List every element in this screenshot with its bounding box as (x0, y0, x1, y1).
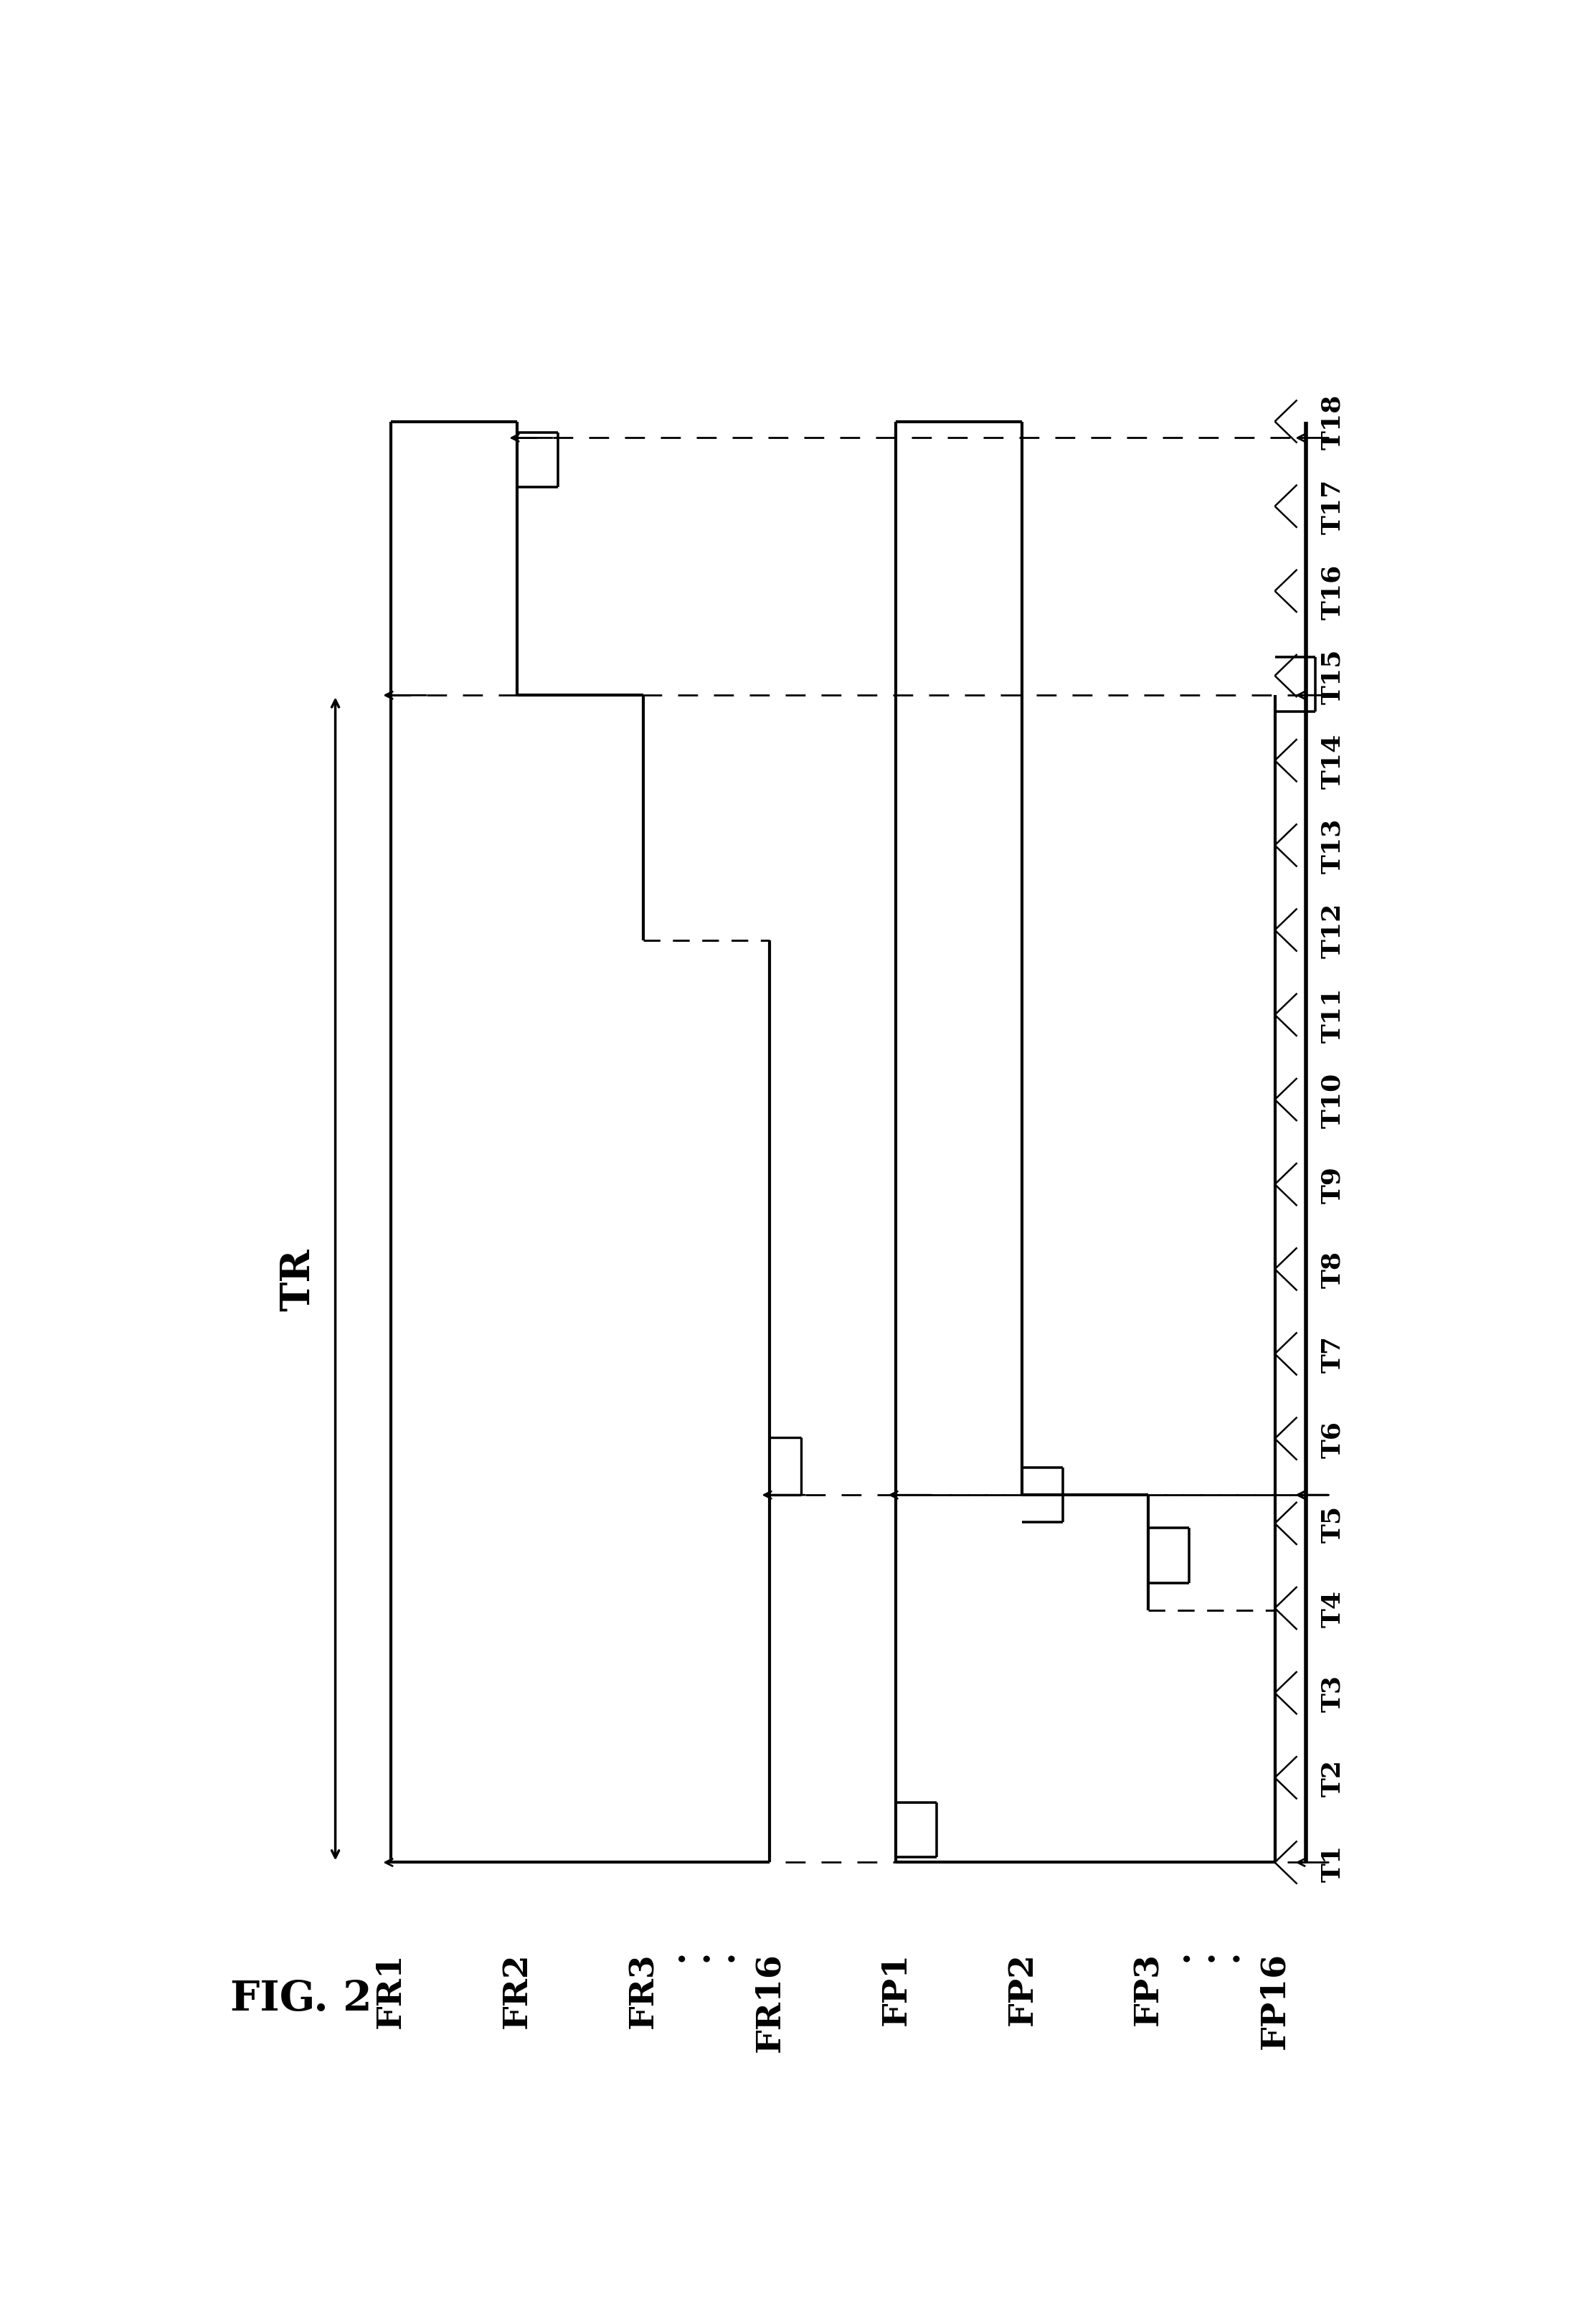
Text: TR: TR (279, 1248, 317, 1311)
Text: T18: T18 (1321, 395, 1345, 451)
Text: T12: T12 (1321, 902, 1345, 957)
Text: T3: T3 (1321, 1676, 1345, 1713)
Text: T14: T14 (1321, 734, 1345, 788)
Text: FP1: FP1 (879, 1952, 912, 2024)
Text: T6: T6 (1321, 1420, 1345, 1457)
Text: T17: T17 (1321, 479, 1345, 535)
Text: FIG. 2: FIG. 2 (230, 1978, 372, 2017)
Text: T10: T10 (1321, 1071, 1345, 1127)
Text: T8: T8 (1321, 1250, 1345, 1287)
Text: FP2: FP2 (1006, 1952, 1038, 2024)
Text: FR16: FR16 (753, 1952, 786, 2052)
Text: FP3: FP3 (1132, 1952, 1164, 2024)
Text: FR1: FR1 (375, 1952, 407, 2029)
Text: T1: T1 (1321, 1843, 1345, 1880)
Text: T2: T2 (1321, 1759, 1345, 1796)
Text: . . .: . . . (1180, 1934, 1243, 1968)
Text: T16: T16 (1321, 565, 1345, 618)
Text: T11: T11 (1321, 988, 1345, 1043)
Text: . . .: . . . (676, 1934, 737, 1968)
Text: FR3: FR3 (627, 1952, 660, 2029)
Text: T5: T5 (1321, 1506, 1345, 1543)
Text: FR2: FR2 (501, 1952, 534, 2029)
Text: T13: T13 (1321, 818, 1345, 874)
Text: T15: T15 (1321, 648, 1345, 704)
Text: T9: T9 (1321, 1167, 1345, 1204)
Text: T7: T7 (1321, 1336, 1345, 1373)
Text: FP16: FP16 (1258, 1952, 1292, 2050)
Text: T4: T4 (1321, 1590, 1345, 1627)
